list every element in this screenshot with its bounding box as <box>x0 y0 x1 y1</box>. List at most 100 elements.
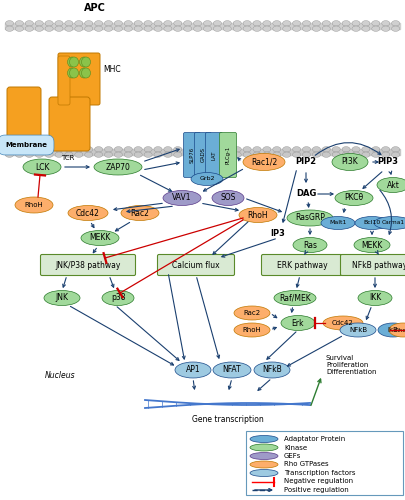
Ellipse shape <box>392 26 400 32</box>
Ellipse shape <box>5 146 13 152</box>
FancyBboxPatch shape <box>158 254 234 276</box>
Ellipse shape <box>312 146 320 152</box>
Ellipse shape <box>312 20 320 26</box>
Ellipse shape <box>287 210 333 226</box>
Ellipse shape <box>292 26 301 32</box>
Ellipse shape <box>79 57 89 67</box>
Text: PLCg-1: PLCg-1 <box>226 146 230 164</box>
Text: Calcium flux: Calcium flux <box>172 260 220 270</box>
Ellipse shape <box>154 20 162 26</box>
Ellipse shape <box>352 152 360 158</box>
Ellipse shape <box>65 26 73 32</box>
Ellipse shape <box>223 26 231 32</box>
Ellipse shape <box>352 26 360 32</box>
Ellipse shape <box>250 452 278 460</box>
Ellipse shape <box>243 152 251 158</box>
Ellipse shape <box>340 323 376 337</box>
Text: RasGRP: RasGRP <box>295 214 325 222</box>
FancyBboxPatch shape <box>205 132 222 178</box>
Text: PIP3: PIP3 <box>377 158 399 166</box>
Ellipse shape <box>134 146 142 152</box>
Ellipse shape <box>372 26 380 32</box>
Ellipse shape <box>239 208 277 222</box>
Ellipse shape <box>233 26 241 32</box>
Ellipse shape <box>144 152 152 158</box>
Text: IKK: IKK <box>369 294 381 302</box>
Ellipse shape <box>35 20 43 26</box>
Text: SLP76: SLP76 <box>190 147 194 163</box>
Ellipse shape <box>194 146 202 152</box>
Ellipse shape <box>203 152 211 158</box>
Ellipse shape <box>322 20 330 26</box>
Ellipse shape <box>362 20 370 26</box>
Text: LAT: LAT <box>211 150 217 160</box>
Ellipse shape <box>183 20 192 26</box>
Text: Kinase: Kinase <box>284 444 307 450</box>
Ellipse shape <box>154 26 162 32</box>
Text: NFkB pathway: NFkB pathway <box>352 260 405 270</box>
Text: RhoH: RhoH <box>25 202 43 208</box>
Ellipse shape <box>233 146 241 152</box>
Ellipse shape <box>81 68 90 78</box>
Ellipse shape <box>312 152 320 158</box>
Ellipse shape <box>213 20 222 26</box>
Ellipse shape <box>293 238 327 252</box>
Ellipse shape <box>5 20 13 26</box>
Ellipse shape <box>55 146 63 152</box>
Ellipse shape <box>303 26 311 32</box>
Ellipse shape <box>70 57 79 67</box>
Ellipse shape <box>303 20 311 26</box>
FancyBboxPatch shape <box>246 431 403 495</box>
Ellipse shape <box>273 20 281 26</box>
Ellipse shape <box>283 26 291 32</box>
Ellipse shape <box>342 26 350 32</box>
Text: Bcl10: Bcl10 <box>363 220 381 226</box>
Ellipse shape <box>114 20 122 26</box>
Ellipse shape <box>23 159 61 175</box>
Ellipse shape <box>362 146 370 152</box>
Text: DAG: DAG <box>296 188 316 198</box>
Ellipse shape <box>292 146 301 152</box>
Ellipse shape <box>104 152 113 158</box>
Ellipse shape <box>213 26 222 32</box>
Ellipse shape <box>213 146 222 152</box>
Ellipse shape <box>65 146 73 152</box>
Ellipse shape <box>362 152 370 158</box>
Ellipse shape <box>392 152 400 158</box>
Text: Negative regulation: Negative regulation <box>284 478 353 484</box>
Ellipse shape <box>194 20 202 26</box>
Text: VAV1: VAV1 <box>172 194 192 202</box>
Ellipse shape <box>81 57 90 67</box>
Ellipse shape <box>253 20 261 26</box>
Ellipse shape <box>94 159 142 175</box>
Ellipse shape <box>234 306 270 320</box>
Text: Grb2: Grb2 <box>199 176 215 182</box>
Ellipse shape <box>263 26 271 32</box>
Ellipse shape <box>75 20 83 26</box>
Ellipse shape <box>79 68 89 78</box>
FancyBboxPatch shape <box>49 97 90 151</box>
Ellipse shape <box>121 206 159 220</box>
FancyBboxPatch shape <box>183 132 200 178</box>
Ellipse shape <box>223 146 231 152</box>
Text: Rac2: Rac2 <box>243 310 260 316</box>
Ellipse shape <box>164 26 172 32</box>
Ellipse shape <box>253 146 261 152</box>
Text: LCK: LCK <box>35 162 49 172</box>
FancyBboxPatch shape <box>58 56 70 105</box>
Ellipse shape <box>372 20 380 26</box>
Text: Adaptator Protein: Adaptator Protein <box>284 436 345 442</box>
Ellipse shape <box>144 146 152 152</box>
Ellipse shape <box>322 146 330 152</box>
Ellipse shape <box>253 152 261 158</box>
Ellipse shape <box>55 26 63 32</box>
Ellipse shape <box>183 146 192 152</box>
Ellipse shape <box>263 146 271 152</box>
Ellipse shape <box>25 26 33 32</box>
Ellipse shape <box>85 152 93 158</box>
Text: SOS: SOS <box>220 194 236 202</box>
Text: Ras: Ras <box>303 240 317 250</box>
Text: ZAP70: ZAP70 <box>106 162 130 172</box>
Ellipse shape <box>134 20 142 26</box>
Ellipse shape <box>5 152 13 158</box>
